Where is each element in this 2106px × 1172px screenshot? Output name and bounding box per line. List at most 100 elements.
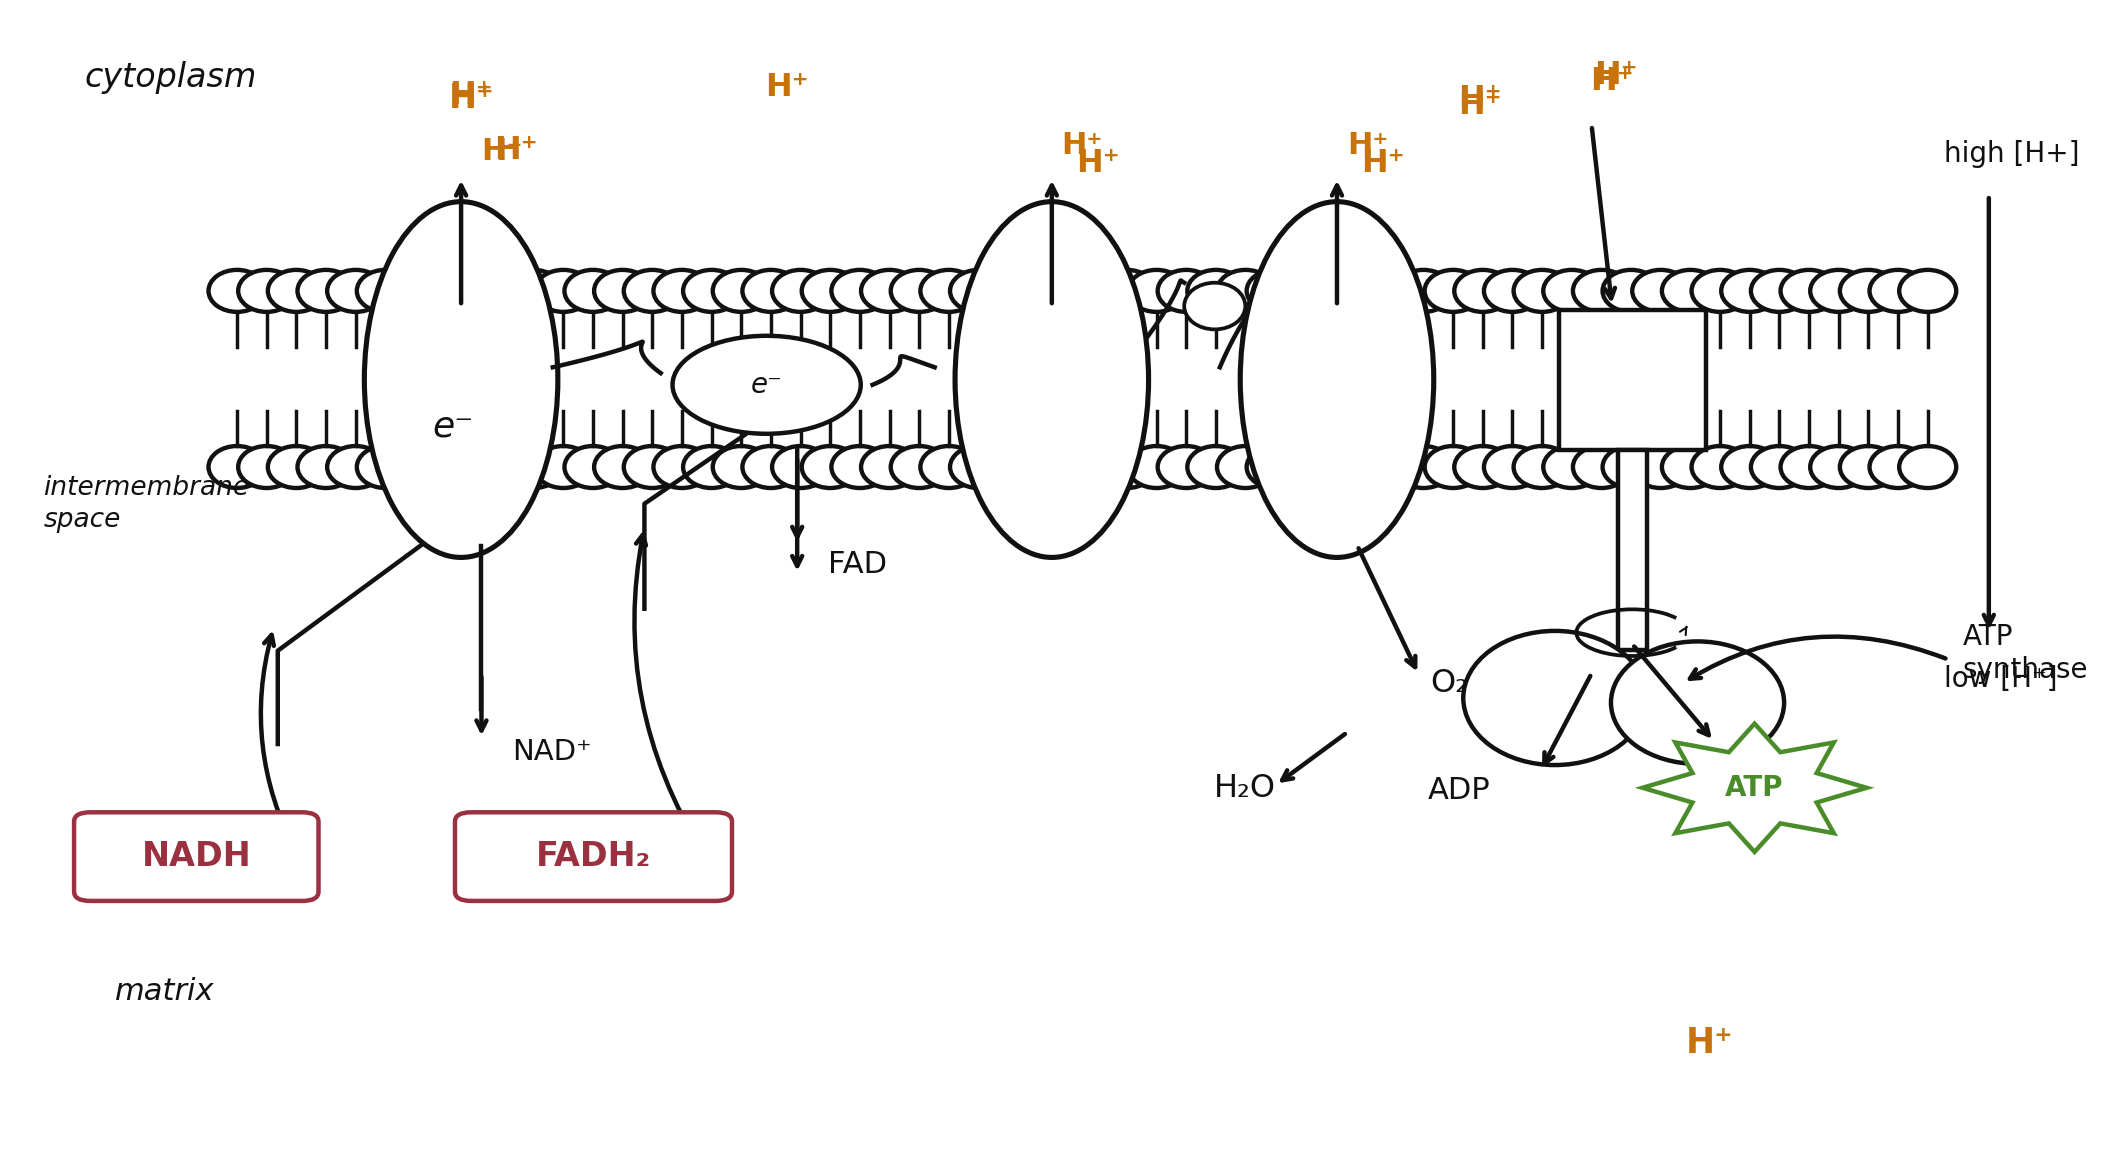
Bar — [1558, 309, 1706, 450]
Ellipse shape — [267, 270, 324, 312]
Ellipse shape — [326, 270, 383, 312]
Text: intermembrane
space: intermembrane space — [44, 475, 251, 533]
Ellipse shape — [1217, 447, 1274, 488]
Ellipse shape — [1573, 447, 1630, 488]
Ellipse shape — [653, 270, 710, 312]
Ellipse shape — [1611, 641, 1784, 764]
Ellipse shape — [773, 270, 830, 312]
Ellipse shape — [1632, 270, 1689, 312]
Ellipse shape — [1721, 270, 1777, 312]
Ellipse shape — [672, 336, 861, 434]
Ellipse shape — [564, 270, 621, 312]
Ellipse shape — [1485, 270, 1542, 312]
FancyBboxPatch shape — [74, 812, 318, 901]
Ellipse shape — [326, 447, 383, 488]
Ellipse shape — [1394, 447, 1451, 488]
Ellipse shape — [1129, 270, 1186, 312]
Ellipse shape — [1068, 270, 1127, 312]
Ellipse shape — [1099, 270, 1156, 312]
Ellipse shape — [891, 270, 948, 312]
Ellipse shape — [861, 447, 918, 488]
Ellipse shape — [1811, 447, 1868, 488]
Ellipse shape — [1603, 270, 1660, 312]
Text: H₂O: H₂O — [1215, 772, 1276, 804]
Ellipse shape — [1306, 270, 1363, 312]
Text: H⁺: H⁺ — [1687, 1026, 1733, 1059]
Ellipse shape — [594, 270, 651, 312]
Ellipse shape — [1811, 270, 1868, 312]
Ellipse shape — [1662, 447, 1718, 488]
Ellipse shape — [417, 447, 474, 488]
Ellipse shape — [1870, 447, 1927, 488]
Ellipse shape — [1514, 447, 1571, 488]
Text: H⁺: H⁺ — [1457, 89, 1502, 121]
Ellipse shape — [1691, 270, 1748, 312]
Ellipse shape — [1188, 447, 1245, 488]
Text: H⁺: H⁺ — [449, 82, 495, 115]
Ellipse shape — [238, 270, 295, 312]
Ellipse shape — [356, 270, 415, 312]
Ellipse shape — [1900, 447, 1956, 488]
Ellipse shape — [1464, 631, 1647, 765]
Ellipse shape — [505, 270, 562, 312]
Ellipse shape — [743, 270, 800, 312]
Ellipse shape — [950, 447, 1007, 488]
Ellipse shape — [1544, 447, 1601, 488]
Ellipse shape — [1129, 447, 1186, 488]
Text: H⁺: H⁺ — [1061, 131, 1104, 161]
Ellipse shape — [1335, 270, 1392, 312]
Ellipse shape — [682, 270, 739, 312]
Ellipse shape — [208, 447, 265, 488]
Ellipse shape — [1750, 270, 1807, 312]
Ellipse shape — [1780, 447, 1839, 488]
Ellipse shape — [802, 270, 859, 312]
Text: ADP: ADP — [1428, 776, 1491, 805]
Text: ATP
synthase: ATP synthase — [1963, 624, 2087, 683]
Ellipse shape — [1009, 270, 1066, 312]
Text: low [H⁺]: low [H⁺] — [1944, 666, 2058, 694]
Ellipse shape — [653, 447, 710, 488]
Text: H⁺: H⁺ — [480, 137, 522, 166]
Ellipse shape — [1217, 270, 1274, 312]
Ellipse shape — [564, 447, 621, 488]
Text: NAD⁺: NAD⁺ — [512, 738, 592, 766]
Ellipse shape — [712, 270, 771, 312]
Text: FADH₂: FADH₂ — [535, 840, 651, 873]
Ellipse shape — [1544, 270, 1601, 312]
Ellipse shape — [1184, 282, 1245, 329]
Ellipse shape — [364, 202, 558, 558]
Ellipse shape — [979, 270, 1036, 312]
Ellipse shape — [535, 447, 592, 488]
Text: H⁺: H⁺ — [1457, 83, 1502, 115]
Ellipse shape — [1870, 270, 1927, 312]
Ellipse shape — [861, 270, 918, 312]
Ellipse shape — [954, 202, 1148, 558]
Ellipse shape — [1841, 270, 1898, 312]
Ellipse shape — [417, 270, 474, 312]
Ellipse shape — [267, 447, 324, 488]
Ellipse shape — [388, 270, 444, 312]
Ellipse shape — [1158, 447, 1215, 488]
Ellipse shape — [920, 270, 977, 312]
Ellipse shape — [1335, 447, 1392, 488]
Ellipse shape — [1841, 447, 1898, 488]
Ellipse shape — [1721, 447, 1777, 488]
Ellipse shape — [1365, 270, 1422, 312]
FancyBboxPatch shape — [455, 812, 733, 901]
Ellipse shape — [1780, 270, 1839, 312]
Text: e⁻: e⁻ — [432, 409, 474, 443]
Ellipse shape — [832, 270, 889, 312]
Ellipse shape — [1038, 270, 1095, 312]
Ellipse shape — [1009, 447, 1066, 488]
Ellipse shape — [1691, 447, 1748, 488]
Ellipse shape — [832, 447, 889, 488]
Ellipse shape — [1485, 447, 1542, 488]
Ellipse shape — [505, 447, 562, 488]
Ellipse shape — [1276, 270, 1333, 312]
Ellipse shape — [388, 447, 444, 488]
Ellipse shape — [623, 447, 680, 488]
Text: NADH: NADH — [141, 840, 251, 873]
Ellipse shape — [920, 447, 977, 488]
Text: O₂: O₂ — [1430, 668, 1468, 699]
Bar — [1617, 450, 1647, 650]
